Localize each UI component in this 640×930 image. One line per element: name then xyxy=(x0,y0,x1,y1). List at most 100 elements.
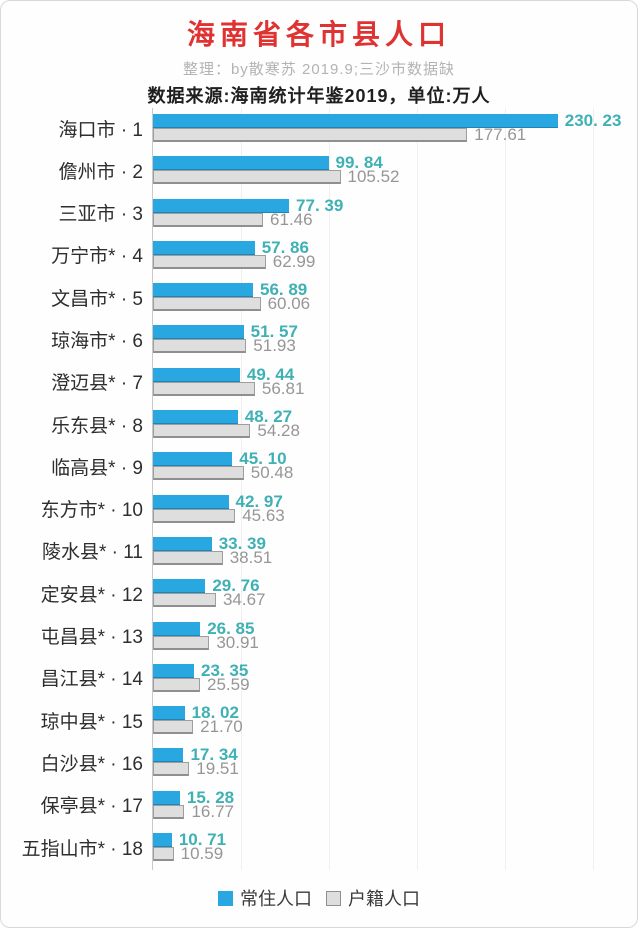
resident-population-value: 77. 39 xyxy=(296,195,344,215)
legend-item-registered: 户籍人口 xyxy=(326,885,420,911)
resident-population-value: 57. 86 xyxy=(261,237,309,257)
category-label: 五指山市* · 18 xyxy=(21,838,143,860)
chart-row: 三亚市 · 3 77. 39 61.46 xyxy=(1,193,637,235)
resident-population-bar xyxy=(153,494,229,509)
bar-group: 33. 39 38.51 xyxy=(153,533,272,567)
registered-population-bar xyxy=(153,804,185,819)
resident-population-bar xyxy=(153,663,195,678)
chart-row: 保亭县* · 17 15. 28 16.77 xyxy=(1,785,637,827)
chart-row: 澄迈县* · 7 49. 44 56.81 xyxy=(1,362,637,404)
bar-group: 17. 34 19.51 xyxy=(153,745,239,779)
bar-group: 48. 27 54.28 xyxy=(153,407,300,440)
resident-population-bar xyxy=(153,833,172,848)
registered-population-value: 51.93 xyxy=(253,336,296,356)
chart-row: 儋州市 · 2 99. 84 105.52 xyxy=(1,150,637,192)
registered-population-bar xyxy=(153,381,255,396)
resident-population-value: 29. 76 xyxy=(212,576,260,596)
chart-row: 五指山市* · 18 10. 71 10.59 xyxy=(1,827,637,869)
resident-population-value: 33. 39 xyxy=(218,533,266,553)
resident-population-bar xyxy=(153,621,201,636)
registered-population-bar xyxy=(153,550,223,565)
category-label: 琼中县* · 15 xyxy=(40,711,143,733)
resident-population-bar xyxy=(153,156,329,171)
registered-population-bar xyxy=(153,339,247,354)
category-label: 琼海市* · 6 xyxy=(51,330,143,352)
chart-row: 白沙县* · 16 17. 34 19.51 xyxy=(1,742,637,784)
bar-group: 51. 57 51.93 xyxy=(153,322,298,356)
registered-population-bar xyxy=(153,677,200,692)
category-label: 文昌市* · 5 xyxy=(51,288,143,310)
resident-population-value: 99. 84 xyxy=(335,153,383,173)
bar-group: 49. 44 56.81 xyxy=(153,364,305,398)
chart-row: 万宁市* · 4 57. 86 62.99 xyxy=(1,235,637,277)
resident-population-bar xyxy=(153,325,244,340)
registered-population-bar xyxy=(153,297,261,312)
chart-row: 琼海市* · 6 51. 57 51.93 xyxy=(1,319,637,361)
category-label: 东方市* · 10 xyxy=(40,500,143,522)
resident-population-bar xyxy=(153,198,290,213)
bar-group: 29. 76 34.67 xyxy=(153,576,266,610)
registered-population-value: 30.91 xyxy=(216,632,259,652)
resident-population-value: 56. 89 xyxy=(260,280,308,300)
resident-population-bar xyxy=(153,579,206,594)
registered-population-bar xyxy=(153,128,468,142)
population-bar-chart: 海口市 · 1 230. 23 177.61 儋州市 · 2 99. 84 105.52 三… xyxy=(1,108,637,870)
registered-population-value: 45.63 xyxy=(242,505,285,525)
resident-population-bar xyxy=(153,114,558,128)
category-label: 三亚市 · 3 xyxy=(58,204,143,226)
registered-population-value: 34.67 xyxy=(222,590,266,610)
chart-row: 东方市* · 10 42. 97 45.63 xyxy=(1,489,637,531)
chart-row: 文昌市* · 5 56. 89 60.06 xyxy=(1,277,637,319)
chart-row: 昌江县* · 14 23. 35 25.59 xyxy=(1,658,637,700)
registered-population-value: 61.46 xyxy=(270,209,313,229)
registered-population-bar xyxy=(153,720,194,735)
chart-row: 乐东县* · 8 48. 27 54.28 xyxy=(1,404,637,446)
registered-population-value: 25.59 xyxy=(206,674,250,694)
registered-population-bar xyxy=(153,593,216,608)
subtitle-source: 数据来源:海南统计年鉴2019，单位:万人 xyxy=(147,86,491,106)
y-axis-line xyxy=(152,108,153,870)
chart-row: 临高县* · 9 45. 10 50.48 xyxy=(1,446,637,488)
registered-population-bar xyxy=(153,466,244,481)
resident-population-bar xyxy=(153,452,233,467)
category-label: 临高县* · 9 xyxy=(51,457,143,479)
resident-population-bar xyxy=(153,410,238,425)
resident-population-value: 48. 27 xyxy=(244,407,293,427)
registered-population-value: 10.59 xyxy=(180,844,224,864)
chart-row: 定安县* · 12 29. 76 34.67 xyxy=(1,573,637,615)
registered-population-value: 56.81 xyxy=(261,378,305,398)
resident-population-bar xyxy=(153,706,185,721)
registered-population-bar xyxy=(153,762,190,777)
resident-population-value: 26. 85 xyxy=(207,618,255,638)
registered-population-bar xyxy=(153,635,210,650)
resident-population-value: 15. 28 xyxy=(186,787,235,807)
category-label: 陵水县* · 11 xyxy=(41,542,143,564)
registered-population-bar xyxy=(153,254,266,269)
chart-row: 海口市 · 1 230. 23 177.61 xyxy=(1,108,637,150)
resident-population-value: 230. 23 xyxy=(564,111,622,130)
category-label: 乐东县* · 8 xyxy=(51,415,143,437)
legend-item-resident: 常住人口 xyxy=(218,885,312,911)
registered-population-value: 19.51 xyxy=(196,759,239,779)
bar-group: 77. 39 61.46 xyxy=(153,195,344,229)
resident-population-bar xyxy=(153,240,255,255)
bar-group: 26. 85 30.91 xyxy=(153,618,259,652)
resident-population-value: 18. 02 xyxy=(191,703,239,723)
resident-population-value: 51. 57 xyxy=(250,322,298,342)
category-label: 昌江县* · 14 xyxy=(40,669,143,691)
bar-group: 42. 97 45.63 xyxy=(153,492,285,525)
category-label: 定安县* · 12 xyxy=(40,584,143,606)
chart-row: 屯昌县* · 13 26. 85 30.91 xyxy=(1,616,637,658)
category-label: 儋州市 · 2 xyxy=(58,161,143,183)
resident-population-bar xyxy=(153,790,180,805)
gridline xyxy=(416,108,418,870)
resident-swatch-icon xyxy=(218,890,233,906)
resident-population-value: 49. 44 xyxy=(246,364,295,384)
bar-group: 23. 35 25.59 xyxy=(153,661,250,694)
registered-population-bar xyxy=(153,424,251,439)
registered-swatch-icon xyxy=(326,890,341,906)
registered-population-value: 177.61 xyxy=(474,125,527,144)
chart-header: 海南省各市县人口 整理：by散寒苏 2019.9;三沙市数据缺 数据来源:海南统… xyxy=(1,1,637,108)
chart-row: 琼中县* · 15 18. 02 21.70 xyxy=(1,700,637,742)
